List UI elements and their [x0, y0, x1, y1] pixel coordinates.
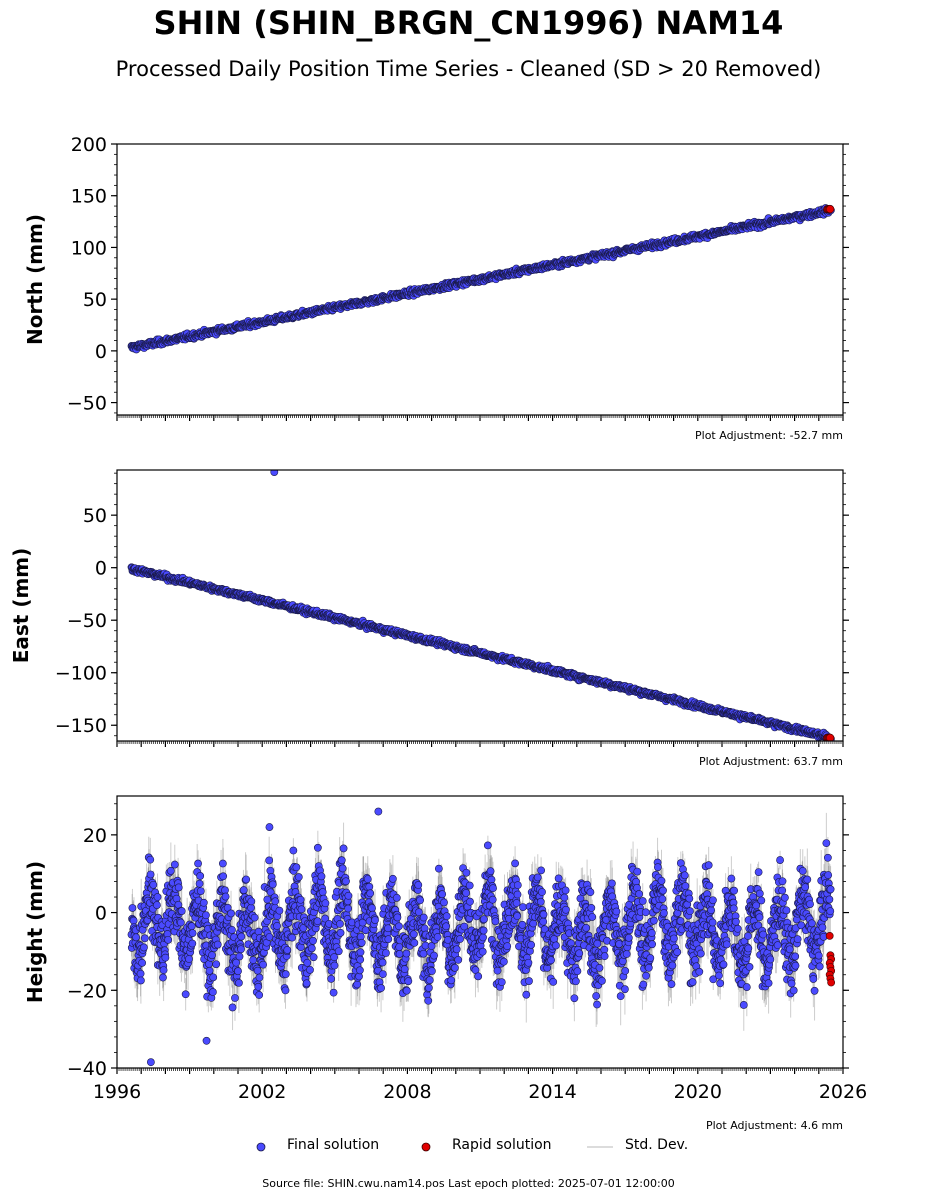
- north-final-points: [127, 204, 835, 354]
- y-tick-label: 200: [71, 134, 107, 156]
- north-data: [127, 204, 835, 354]
- y-tick-label: 100: [71, 237, 107, 259]
- east-final-points: [127, 470, 835, 741]
- y-tick-label: −50: [67, 393, 107, 415]
- north-rapid-points: [823, 205, 835, 214]
- east-data: [127, 470, 835, 741]
- y-tick-label: 150: [71, 186, 107, 208]
- rapid-point: [826, 205, 835, 214]
- chart-subtitle: Processed Daily Position Time Series - C…: [115, 57, 822, 81]
- chart-title: SHIN (SHIN_BRGN_CN1996) NAM14: [153, 4, 784, 42]
- north-axis-label: North (mm): [23, 214, 47, 345]
- north-panel: −50 0 50 100 150 200 North (mm): [23, 134, 849, 421]
- y-tick-label: 50: [83, 289, 107, 311]
- y-tick-label: 0: [95, 341, 107, 363]
